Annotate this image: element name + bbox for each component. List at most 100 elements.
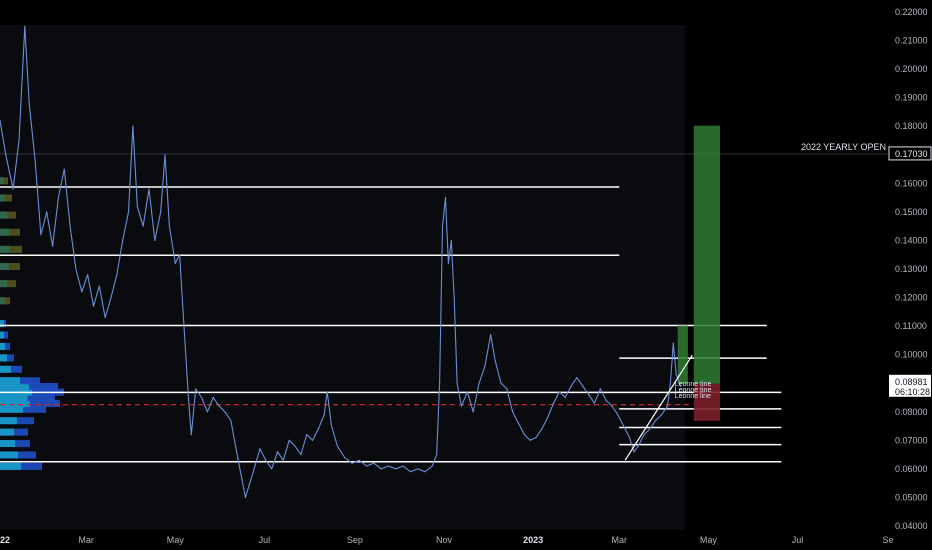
- price-point: [276, 451, 279, 453]
- price-point: [675, 374, 677, 376]
- price-point: [116, 274, 118, 276]
- price-point: [490, 334, 492, 336]
- price-point: [57, 197, 60, 199]
- price-point: [623, 425, 625, 427]
- drawing-label: Leonne line: [675, 393, 711, 400]
- price-point: [649, 428, 651, 430]
- price-point: [110, 297, 112, 299]
- x-tick-label: Sep: [347, 535, 363, 545]
- price-point: [450, 239, 452, 241]
- price-point: [517, 422, 520, 424]
- volume-profile-bar-inner: [0, 342, 5, 350]
- price-point: [206, 411, 208, 413]
- y-tick-label: 0.08000: [895, 407, 928, 417]
- price-series: [0, 25, 682, 498]
- y-tick-label: 0.11000: [895, 321, 927, 331]
- price-point: [628, 436, 631, 439]
- price-point: [24, 25, 26, 27]
- price-point: [541, 428, 543, 430]
- price-point: [409, 471, 411, 473]
- price-point: [672, 342, 674, 344]
- last-price-countdown: 06:10:28: [895, 387, 930, 397]
- trend-line[interactable]: [624, 354, 693, 461]
- x-tick-label: Mar: [612, 535, 628, 545]
- position-box[interactable]: [693, 125, 721, 384]
- price-point: [552, 402, 555, 404]
- price-point: [484, 365, 486, 367]
- volume-profile-upper-bar-inner: [0, 228, 9, 236]
- price-point: [444, 197, 447, 199]
- price-point: [136, 205, 138, 207]
- last-price-value: 0.08981: [895, 377, 928, 387]
- price-point: [511, 411, 514, 413]
- volume-profile-bar-inner: [0, 382, 29, 390]
- position-box[interactable]: [693, 383, 721, 421]
- price-point: [637, 445, 639, 447]
- x-axis[interactable]: 2022 Mar May Jul Sep Nov 2023 Mar May Jul Se: [0, 535, 894, 545]
- volume-profile-bar-inner: [0, 365, 11, 373]
- volume-profile-bar-inner: [0, 331, 4, 339]
- price-point: [271, 468, 273, 470]
- volume-profile-upper-bar: [0, 297, 10, 305]
- price-point: [253, 468, 255, 470]
- price-point: [75, 268, 77, 270]
- price-point: [593, 402, 596, 404]
- price-point: [558, 391, 561, 393]
- price-point: [373, 462, 375, 464]
- volume-profile-upper-bar: [0, 211, 16, 219]
- y-tick-label: 0.16000: [895, 178, 928, 188]
- price-point: [466, 391, 468, 393]
- volume-profile-bar-inner: [0, 417, 17, 425]
- price-point: [218, 405, 220, 407]
- price-point: [183, 325, 185, 327]
- price-point: [611, 405, 613, 407]
- y-tick-label: 0.15000: [895, 207, 928, 217]
- y-tick-label: 0.12000: [895, 293, 928, 303]
- x-tick-label: 2022: [0, 535, 10, 545]
- y-tick-label: 0.07000: [895, 435, 928, 445]
- y-tick-label: 0.14000: [895, 235, 928, 245]
- position-box[interactable]: [677, 325, 688, 384]
- price-point: [643, 434, 645, 436]
- price-point: [40, 234, 42, 236]
- y-axis[interactable]: 0.22000 0.21000 0.20000 0.19000 0.18000 0.170…: [888, 7, 932, 531]
- price-point: [330, 425, 333, 427]
- price-point: [447, 262, 449, 264]
- y-tick-label: 0.06000: [895, 464, 928, 474]
- price-point: [28, 102, 30, 104]
- price-point: [179, 254, 181, 256]
- price-point: [564, 396, 566, 399]
- price-point: [441, 225, 444, 227]
- price-point: [655, 419, 657, 421]
- volume-profile-bar-inner: [0, 462, 21, 470]
- price-point: [326, 391, 328, 393]
- price-point: [122, 239, 124, 241]
- price-point: [588, 394, 590, 396]
- price-point: [366, 465, 368, 467]
- price-point: [323, 414, 325, 416]
- price-point: [132, 125, 134, 127]
- price-point: [148, 188, 150, 190]
- price-point: [351, 462, 353, 464]
- price-point: [669, 382, 672, 384]
- price-point: [395, 468, 397, 470]
- price-point: [529, 439, 531, 441]
- price-point: [460, 405, 463, 407]
- volume-profile-bar-inner: [0, 405, 23, 413]
- price-point: [69, 225, 71, 227]
- volume-profile-bar-inner: [0, 400, 30, 408]
- volume-profile-upper-bar-inner: [0, 245, 10, 253]
- price-point: [244, 496, 246, 498]
- price-point: [402, 465, 404, 467]
- price-point: [282, 459, 284, 461]
- price-point: [52, 245, 54, 247]
- position-boxes: [677, 125, 721, 421]
- yearly-open-label: 2022 YEARLY OPEN: [801, 142, 886, 152]
- price-point: [666, 405, 669, 407]
- price-point: [570, 385, 572, 387]
- price-point: [582, 385, 584, 387]
- volume-profile-upper-bar: [0, 245, 22, 253]
- price-point: [358, 459, 360, 461]
- volume-profile-upper-bar-inner: [0, 280, 8, 288]
